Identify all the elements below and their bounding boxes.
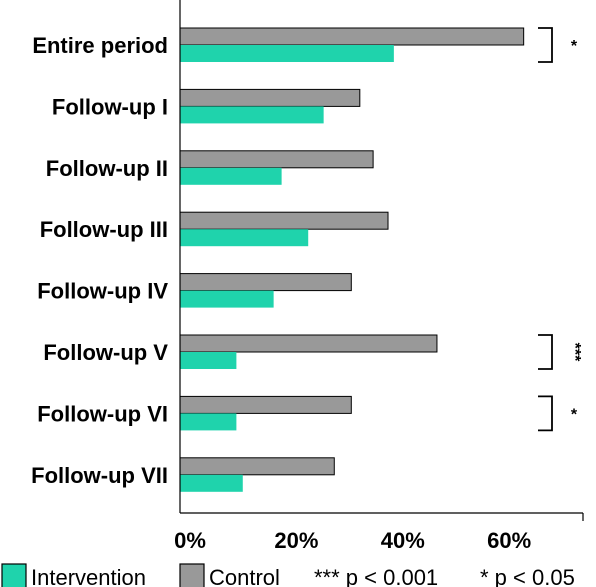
- significance-mark: *: [571, 406, 578, 423]
- x-tick-labels: 0% 20% 40% 60%: [174, 528, 531, 553]
- legend-swatch-intervention: [1, 563, 27, 587]
- x-tick-label: 60%: [487, 528, 531, 553]
- bars-group: [179, 27, 525, 492]
- bar-control-entire-period: [179, 27, 525, 46]
- bar-control-follow-up-v: [179, 334, 438, 353]
- category-label: Follow-up V: [43, 340, 168, 365]
- category-labels: Entire period Follow-up I Follow-up II Foll…: [31, 33, 168, 488]
- axes: [179, 0, 584, 521]
- bar-control-follow-up-vi: [179, 395, 352, 414]
- category-label: Follow-up IV: [37, 279, 168, 304]
- x-tick-label: 20%: [274, 528, 318, 553]
- footnote-p001: *** p < 0.001: [314, 565, 438, 587]
- category-label: Follow-up III: [40, 217, 168, 242]
- bar-control-follow-up-iii: [179, 211, 389, 230]
- category-label: Follow-up VII: [31, 463, 168, 488]
- legend: Intervention Control *** p < 0.001 * p < 0.…: [1, 563, 575, 587]
- bar-control-follow-up-iv: [179, 273, 352, 292]
- significance-bracket-entire-period: [538, 27, 553, 63]
- bar-control-follow-up-ii: [179, 150, 374, 169]
- bar-intervention-follow-up-iv: [180, 290, 274, 308]
- legend-swatch-control: [179, 563, 205, 587]
- bar-intervention-follow-up-iii: [180, 229, 309, 247]
- bar-intervention-follow-up-ii: [180, 167, 282, 185]
- category-label: Entire period: [32, 33, 168, 58]
- category-label: Follow-up II: [46, 156, 168, 181]
- bar-control-follow-up-i: [179, 88, 361, 107]
- category-label: Follow-up VI: [37, 401, 168, 426]
- bar-intervention-follow-up-v: [180, 352, 237, 369]
- bar-intervention-follow-up-vii: [180, 474, 243, 492]
- significance-annotations: *****: [538, 27, 583, 432]
- bar-control-follow-up-vii: [179, 457, 335, 476]
- x-tick-label: 40%: [381, 528, 425, 553]
- bar-intervention-entire-period: [180, 45, 394, 62]
- bar-intervention-follow-up-i: [180, 106, 324, 124]
- significance-mark: ***: [566, 343, 583, 362]
- footnote-p005: * p < 0.05: [480, 565, 575, 587]
- significance-bracket-follow-up-v: [538, 334, 553, 370]
- legend-label-control: Control: [209, 565, 280, 587]
- bar-intervention-follow-up-vi: [180, 413, 237, 431]
- x-tick-label: 0%: [174, 528, 206, 553]
- significance-mark: *: [571, 38, 578, 55]
- significance-bracket-follow-up-vi: [538, 395, 553, 432]
- category-label: Follow-up I: [52, 94, 168, 119]
- legend-label-intervention: Intervention: [31, 565, 146, 587]
